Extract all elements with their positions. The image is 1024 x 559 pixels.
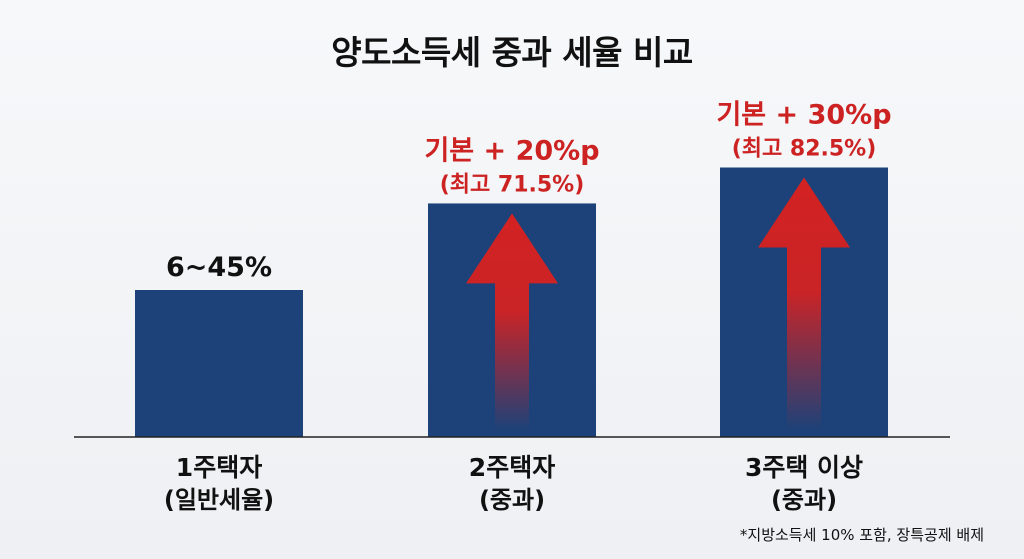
category-label-2: 2주택자: [469, 453, 555, 482]
footnote: *지방소득세 10% 포함, 장특공제 배제: [739, 526, 984, 544]
chart-title: 양도소득세 중과 세율 비교: [331, 33, 693, 72]
bar-sublabel-2: (최고 71.5%): [440, 172, 585, 197]
bar-sublabel-3: (최고 82.5%): [732, 137, 877, 162]
category-sublabel-2: (중과): [479, 486, 545, 514]
category-label-1: 1주택자: [176, 453, 262, 482]
category-sublabel-3: (중과): [771, 486, 837, 514]
up-arrow-3: [758, 177, 850, 431]
bar-1: [135, 290, 303, 437]
up-arrow-2: [466, 213, 558, 431]
bar-label-1: 6~45%: [166, 252, 272, 283]
category-sublabel-1: (일반세율): [164, 486, 274, 514]
bar-label-2: 기본 + 20%p: [424, 135, 599, 166]
category-label-3: 3주택 이상: [745, 453, 863, 482]
bar-label-3: 기본 + 30%p: [716, 100, 891, 131]
